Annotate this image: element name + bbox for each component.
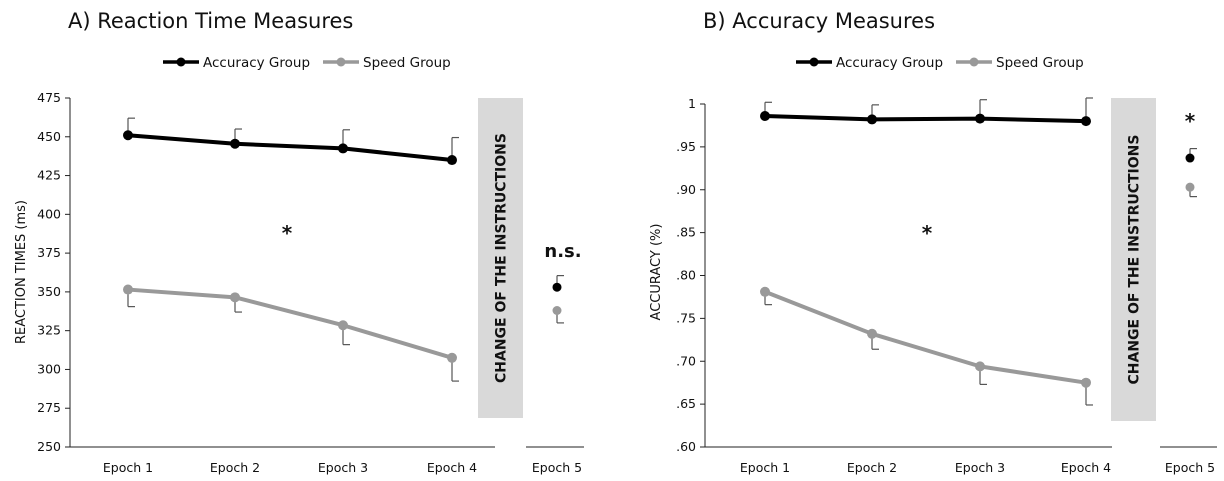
panel-a-data-point	[123, 130, 133, 141]
panel-b-y-tick-label: .90	[676, 182, 696, 197]
panel-a-data-point	[447, 155, 457, 166]
panel-b-data-point	[867, 114, 877, 125]
panel-a-x-tick-label: Epoch 3	[318, 460, 368, 475]
panel-b-x-tick-label: Epoch 1	[740, 460, 790, 475]
panel-a-instruction-band	[478, 98, 523, 418]
panel-a-legend-marker-1	[336, 57, 346, 67]
panel-a-title: A) Reaction Time Measures	[68, 9, 353, 33]
panel-a-epoch5-point	[552, 282, 562, 292]
panel-a-series-line-0	[127, 133, 453, 163]
panel-b-title: B) Accuracy Measures	[703, 9, 935, 33]
panel-a-data-point	[447, 352, 457, 363]
panel-b-y-tick-label: .60	[676, 439, 696, 454]
panel-b-data-point	[1081, 377, 1091, 388]
panel-b-ylabel: ACCURACY (%)	[649, 224, 664, 321]
panel-a-legend-label-1: Speed Group	[363, 55, 451, 71]
panel-b-x-tick-label: Epoch 2	[847, 460, 897, 475]
panel-a-data-point	[338, 320, 348, 331]
panel-a-y-tick-label: 300	[37, 361, 61, 376]
panel-b-epoch5-significance: *	[1185, 109, 1196, 133]
panel-a-ylabel: REACTION TIMES (ms)	[14, 200, 29, 344]
panel-a-epoch5-significance: n.s.	[544, 241, 581, 262]
panel-b-y-tick-label: .95	[676, 139, 696, 154]
panel-b-y-tick-label: .70	[676, 353, 696, 368]
panel-b-y-tick-label: .85	[676, 225, 696, 240]
panel-a-data-point	[230, 292, 240, 303]
panel-b-epoch5-point	[1185, 153, 1195, 163]
panel-a-data-point	[230, 138, 240, 149]
panel-b-x-tick-label: Epoch 4	[1061, 460, 1111, 475]
panel-a-significance-star: *	[282, 221, 293, 245]
panel-a-x-tick-label: Epoch 2	[210, 460, 260, 475]
panel-b-epoch5-point	[1185, 182, 1195, 192]
panel-a-y-tick-label: 275	[37, 400, 61, 415]
panel-a-epoch5-label: Epoch 5	[532, 460, 582, 475]
panel-b-y-tick-label: .80	[676, 268, 696, 283]
panel-b-data-point	[975, 361, 985, 372]
panel-a-band-label: CHANGE OF THE INSTRUCTIONS	[494, 133, 510, 383]
panel-b-legend-label-1: Speed Group	[996, 55, 1084, 71]
panel-b-significance-star: *	[922, 221, 933, 245]
panel-a-y-tick-label: 425	[37, 168, 61, 183]
panel-b-legend-marker-0	[809, 57, 819, 67]
panel-b-data-point	[975, 113, 985, 124]
panel-a-y-tick-label: 350	[37, 284, 61, 299]
panel-b-epoch5-label: Epoch 5	[1165, 460, 1215, 475]
panel-b-series-line-1	[764, 289, 1087, 385]
panel-a-data-point	[123, 284, 133, 295]
panel-b-band-label: CHANGE OF THE INSTRUCTIONS	[1127, 135, 1143, 385]
panel-a-data-point	[338, 143, 348, 154]
panel-a-x-tick-label: Epoch 4	[427, 460, 477, 475]
panel-a-series-line-1	[127, 287, 453, 360]
panel-a-legend-label-0: Accuracy Group	[203, 55, 310, 71]
panel-a-legend-marker-0	[176, 57, 186, 67]
panel-a-y-tick-label: 400	[37, 206, 61, 221]
panel-a-y-tick-label: 250	[37, 439, 61, 454]
panel-b-data-point	[1081, 116, 1091, 127]
panel-b-legend-label-0: Accuracy Group	[836, 55, 943, 71]
panel-a-y-tick-label: 375	[37, 245, 61, 260]
panel-a-x-tick-label: Epoch 1	[103, 460, 153, 475]
panel-a-epoch5-point	[552, 306, 562, 316]
panel-b-data-point	[867, 328, 877, 339]
panel-b-data-point	[760, 286, 770, 297]
panel-b-y-tick-label: .65	[676, 396, 696, 411]
panel-b-data-point	[760, 111, 770, 122]
panel-b-legend-marker-1	[969, 57, 979, 67]
panel-a-y-tick-label: 325	[37, 323, 61, 338]
panel-b-instruction-band	[1111, 98, 1156, 421]
panel-a-y-tick-label: 450	[37, 129, 61, 144]
panel-a-y-tick-label: 475	[37, 90, 61, 105]
panel-b-y-tick-label: 1	[688, 96, 696, 111]
panel-b-y-tick-label: .75	[676, 310, 696, 325]
panel-b-x-tick-label: Epoch 3	[955, 460, 1005, 475]
panel-b-series-line-0	[764, 114, 1087, 124]
